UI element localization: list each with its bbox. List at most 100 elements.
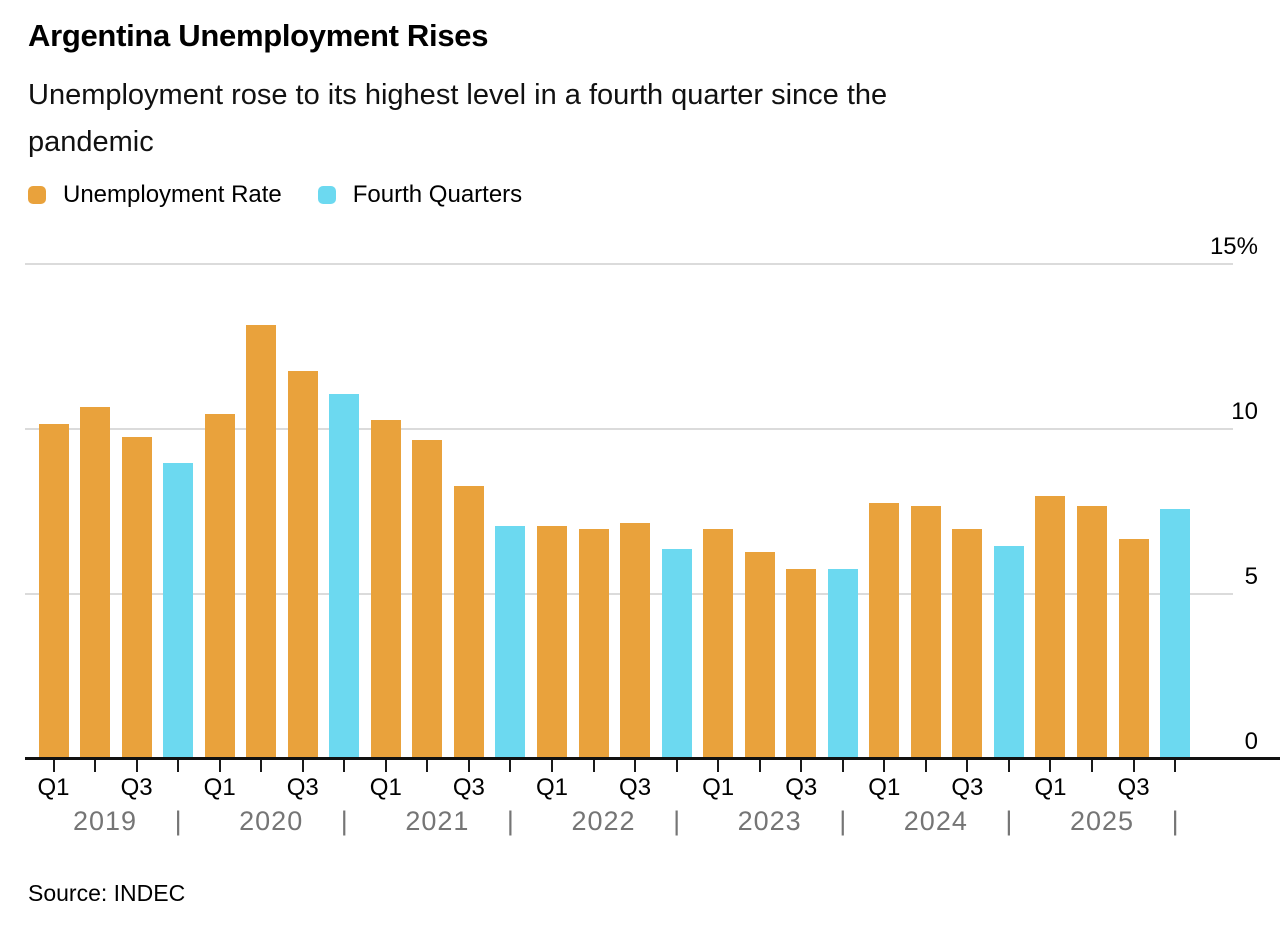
y-axis-label-10: 10 <box>1231 398 1258 425</box>
bar-2020-q1 <box>204 414 235 757</box>
year-label-2025: 2025 <box>1069 806 1135 836</box>
quarter-label-2024-q3: Q3 <box>951 774 984 801</box>
x-tick-2020-q3 <box>301 760 304 772</box>
bar-2019-q1 <box>38 424 69 757</box>
year-separator-after-2022: | <box>673 806 681 836</box>
x-tick-2023-q1 <box>717 760 720 772</box>
bar-2021-q1 <box>370 420 401 757</box>
quarter-label-2019-q3: Q3 <box>120 774 153 801</box>
quarter-label-2021-q3: Q3 <box>452 774 485 801</box>
bar-2022-q3 <box>620 523 651 757</box>
year-label-2024: 2024 <box>903 806 968 836</box>
x-tick-2019-q2 <box>94 760 97 772</box>
bar-2022-q2 <box>578 529 609 757</box>
x-tick-2021-q3 <box>467 760 470 772</box>
x-tick-2020-q4 <box>343 760 346 772</box>
x-tick-2019-q1 <box>52 760 55 772</box>
year-label-2023: 2023 <box>737 806 802 836</box>
bar-2021-q4 <box>495 526 526 757</box>
bar-2020-q3 <box>287 371 318 757</box>
quarter-label-2021-q1: Q1 <box>369 774 402 801</box>
bar-2022-q1 <box>536 526 567 757</box>
x-tick-2025-q1 <box>1049 760 1052 772</box>
quarter-label-2022-q3: Q3 <box>619 774 652 801</box>
bar-2022-q4 <box>661 549 692 757</box>
x-tick-2025-q3 <box>1132 760 1135 772</box>
x-tick-2024-q1 <box>883 760 886 772</box>
year-separator-after-2023: | <box>839 806 847 836</box>
x-tick-2025-q4 <box>1174 760 1177 772</box>
x-tick-2024-q4 <box>1007 760 1010 772</box>
fourth-quarters-swatch-icon <box>317 186 336 204</box>
quarter-label-2023-q1: Q1 <box>702 774 735 801</box>
x-tick-2019-q4 <box>177 760 180 772</box>
x-tick-2023-q2 <box>758 760 761 772</box>
year-separator-after-2021: | <box>506 806 514 836</box>
x-tick-2024-q2 <box>924 760 927 772</box>
x-tick-2021-q1 <box>384 760 387 772</box>
bar-2024-q2 <box>910 506 941 757</box>
bar-2024-q3 <box>952 529 983 757</box>
bar-2020-q2 <box>246 325 277 757</box>
bar-2019-q4 <box>163 463 194 757</box>
quarter-label-2020-q1: Q1 <box>203 774 236 801</box>
bar-2021-q3 <box>453 486 484 757</box>
x-tick-2024-q3 <box>966 760 969 772</box>
y-axis-label-15pct: 15% <box>1209 233 1258 260</box>
page-title: Argentina Unemployment Rises <box>28 18 489 53</box>
bar-2019-q3 <box>121 437 152 757</box>
x-axis-baseline <box>25 757 1280 760</box>
bar-2025-q4 <box>1160 509 1191 757</box>
subtitle-line-1: Unemployment rose to its highest level i… <box>28 79 888 111</box>
year-label-2021: 2021 <box>405 806 470 836</box>
quarter-label-2025-q1: Q1 <box>1034 774 1067 801</box>
bar-2025-q2 <box>1077 506 1107 757</box>
legend-item-fourth-quarters: Fourth Quarters <box>317 181 523 209</box>
x-tick-2022-q1 <box>550 760 553 772</box>
year-separator-after-2019: | <box>174 806 182 836</box>
bar-2023-q3 <box>786 569 817 757</box>
legend-item-unemployment-rate: Unemployment Rate <box>28 181 282 209</box>
legend-label-unemployment-rate: Unemployment Rate <box>63 181 282 208</box>
bar-2025-q3 <box>1118 539 1149 757</box>
bar-2019-q2 <box>80 407 111 757</box>
quarter-label-2022-q1: Q1 <box>535 774 568 801</box>
quarter-label-2020-q3: Q3 <box>286 774 319 801</box>
x-tick-2022-q4 <box>675 760 678 772</box>
x-tick-2023-q3 <box>800 760 803 772</box>
quarter-label-2024-q1: Q1 <box>868 774 901 801</box>
gridline-15 <box>25 263 1233 265</box>
year-label-2019: 2019 <box>72 806 138 836</box>
bar-2020-q4 <box>329 394 360 757</box>
bar-2024-q4 <box>993 546 1024 757</box>
x-tick-2025-q2 <box>1091 760 1093 772</box>
x-tick-2023-q4 <box>841 760 844 772</box>
year-label-2022: 2022 <box>571 806 636 836</box>
bar-2025-q1 <box>1035 496 1066 757</box>
bar-2021-q2 <box>412 440 443 757</box>
year-separator-after-2020: | <box>340 806 348 836</box>
x-tick-2020-q2 <box>260 760 263 772</box>
source-note: Source: INDEC <box>28 880 186 906</box>
x-tick-2020-q1 <box>218 760 221 772</box>
x-tick-2021-q4 <box>509 760 512 772</box>
x-tick-2019-q3 <box>135 760 138 772</box>
x-tick-2022-q3 <box>634 760 637 772</box>
bar-2023-q4 <box>827 569 858 757</box>
year-separator-after-2025: | <box>1171 806 1179 836</box>
legend: Unemployment Rate Fourth Quarters <box>28 181 522 209</box>
legend-label-fourth-quarters: Fourth Quarters <box>352 181 523 208</box>
unemployment-rate-swatch-icon <box>28 186 46 204</box>
year-separator-after-2024: | <box>1005 806 1013 836</box>
year-label-2020: 2020 <box>239 806 304 836</box>
gridline-10 <box>25 428 1233 430</box>
subtitle-line-2: pandemic <box>28 126 154 158</box>
quarter-label-2023-q3: Q3 <box>785 774 818 801</box>
chart-subtitle: Unemployment rose to its highest level i… <box>28 72 887 166</box>
y-axis-label-5: 5 <box>1244 563 1258 590</box>
quarter-label-2019-q1: Q1 <box>37 774 70 801</box>
y-axis-label-0: 0 <box>1244 728 1258 755</box>
quarter-label-2025-q3: Q3 <box>1117 774 1150 801</box>
bar-2024-q1 <box>869 503 900 757</box>
